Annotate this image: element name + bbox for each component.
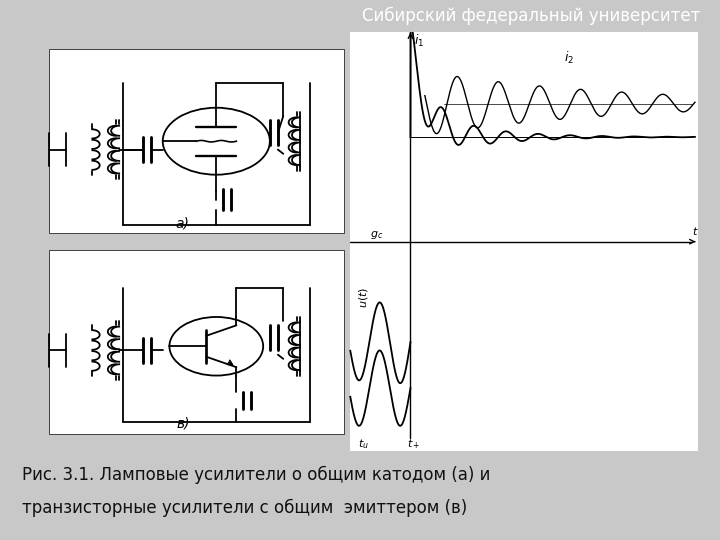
FancyBboxPatch shape (350, 32, 698, 451)
Text: $i_2$: $i_2$ (564, 50, 575, 66)
FancyBboxPatch shape (49, 250, 343, 434)
Text: а): а) (176, 216, 190, 230)
Text: $t_+$: $t_+$ (407, 437, 420, 450)
Text: в): в) (176, 417, 189, 431)
Text: $t$: $t$ (692, 225, 698, 238)
FancyBboxPatch shape (49, 49, 343, 233)
Text: $g_c$: $g_c$ (370, 230, 384, 241)
Text: Рис. 3.1. Ламповые усилители о общим катодом (а) и: Рис. 3.1. Ламповые усилители о общим кат… (22, 466, 490, 484)
Text: $u(t)$: $u(t)$ (357, 287, 370, 308)
Text: $t_u$: $t_u$ (358, 437, 369, 450)
Text: $i_1$: $i_1$ (414, 33, 424, 49)
Text: транзисторные усилители с общим  эмиттером (в): транзисторные усилители с общим эмиттеро… (22, 498, 467, 517)
Text: Сибирский федеральный университет: Сибирский федеральный университет (362, 6, 701, 25)
